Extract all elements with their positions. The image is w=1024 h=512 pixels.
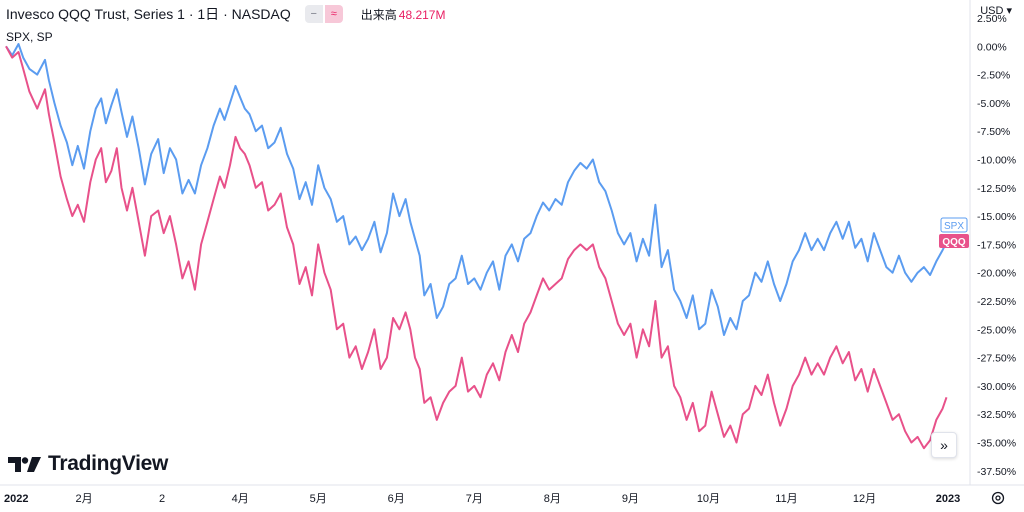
y-tick-label: -12.50% <box>977 183 1016 195</box>
scroll-to-realtime-button[interactable]: » <box>931 432 957 458</box>
spx-label-text: SPX <box>944 221 964 232</box>
x-tick-label: 10月 <box>697 493 720 505</box>
y-tick-label: -7.50% <box>977 126 1010 138</box>
y-tick-label: -15.00% <box>977 211 1016 223</box>
y-tick-label: -17.50% <box>977 239 1016 251</box>
price-axis[interactable]: 2.50% 0.00% -2.50% -5.00% -7.50% -10.00% -12.5… <box>977 13 1016 478</box>
x-tick-label: 5月 <box>310 493 327 505</box>
series-line-spx[interactable] <box>5 43 948 336</box>
y-tick-label: -37.50% <box>977 466 1016 478</box>
symbol-title[interactable]: Invesco QQQ Trust, Series 1 · 1日 · NASDA… <box>6 6 291 22</box>
y-tick-label: 2.50% <box>977 13 1007 25</box>
x-tick-label: 2022 <box>4 493 28 505</box>
volume-label: 出来高 <box>360 7 397 22</box>
x-tick-label: 2023 <box>936 493 960 505</box>
tradingview-wordmark: TradingView <box>48 452 169 475</box>
qqq-label-text: QQQ <box>942 237 966 248</box>
y-tick-label: -10.00% <box>977 155 1016 167</box>
series-line-qqq[interactable] <box>5 45 948 450</box>
spx-price-label: SPX <box>940 217 968 233</box>
spx-label-background <box>940 217 968 233</box>
tradingview-logo-icon <box>8 457 41 472</box>
volume-legend: 出来高 48.217M <box>361 6 446 23</box>
currency-selector[interactable]: USD ▾ <box>980 5 1012 17</box>
legend-badges: − ≈ <box>304 5 343 23</box>
chart-settings-button[interactable] <box>990 490 1006 506</box>
x-tick-label: 4月 <box>232 493 249 505</box>
y-tick-label: -5.00% <box>977 98 1010 110</box>
x-tick-label: 12月 <box>853 493 876 505</box>
volume-value: 48.217M <box>398 7 446 22</box>
x-tick-label: 11月 <box>775 493 797 505</box>
y-tick-label: -27.50% <box>977 353 1016 365</box>
x-tick-label: 7月 <box>466 493 483 505</box>
gear-icon <box>991 491 1005 505</box>
y-tick-label: -20.00% <box>977 268 1016 280</box>
qqq-label-background <box>939 234 969 248</box>
double-chevron-right-icon: » <box>940 437 948 453</box>
y-tick-label: -25.00% <box>977 324 1016 336</box>
compare-symbols[interactable]: SPX, SP <box>6 30 53 44</box>
y-tick-label: -35.00% <box>977 438 1016 450</box>
approx-icon[interactable]: ≈ <box>324 5 343 23</box>
minus-icon[interactable]: − <box>304 5 323 23</box>
time-axis[interactable]: 2022 2月 2 4月 5月 6月 7月 8月 9月 10月 11月 12月 2023 <box>4 493 960 505</box>
y-tick-label: -30.00% <box>977 381 1016 393</box>
x-tick-label: 9月 <box>622 493 639 505</box>
x-tick-label: 6月 <box>388 493 405 505</box>
y-tick-label: -2.50% <box>977 70 1010 82</box>
series-layer <box>5 43 948 450</box>
y-tick-label: 0.00% <box>977 41 1007 53</box>
x-tick-label: 2 <box>159 493 165 505</box>
tradingview-logo[interactable]: TradingView <box>8 452 168 476</box>
qqq-price-label: QQQ <box>939 234 969 248</box>
legend-header: Invesco QQQ Trust, Series 1 · 1日 · NASDA… <box>6 4 445 24</box>
y-tick-label: -32.50% <box>977 409 1016 421</box>
y-tick-label: -22.50% <box>977 296 1016 308</box>
x-tick-label: 2月 <box>75 493 92 505</box>
x-tick-label: 8月 <box>544 493 561 505</box>
